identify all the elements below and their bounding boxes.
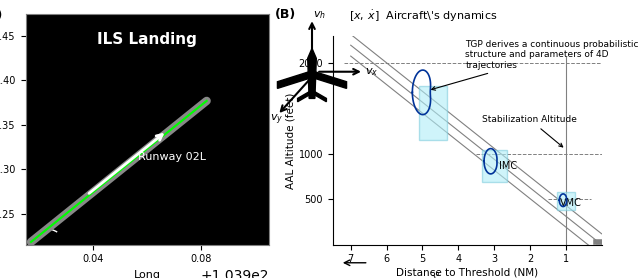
Text: (A): (A)	[0, 9, 3, 22]
Polygon shape	[312, 92, 326, 102]
Polygon shape	[278, 72, 312, 88]
Text: VMC: VMC	[561, 198, 582, 208]
Text: 3°: 3°	[429, 272, 440, 278]
Text: $v_y$: $v_y$	[270, 113, 284, 127]
Text: ILS Landing: ILS Landing	[97, 32, 197, 47]
FancyBboxPatch shape	[481, 150, 507, 182]
X-axis label: Long: Long	[134, 270, 161, 278]
Text: TGP derives a continuous probabilistic
structure and parameters of 4D
trajectori: TGP derives a continuous probabilistic s…	[431, 40, 639, 90]
Polygon shape	[298, 92, 312, 102]
Text: Stabilization Altitude: Stabilization Altitude	[483, 115, 577, 147]
Polygon shape	[312, 72, 347, 88]
Text: IMC: IMC	[499, 161, 518, 171]
Text: $[x,\,\dot{x}]$  Aircraft\'s dynamics: $[x,\,\dot{x}]$ Aircraft\'s dynamics	[349, 8, 497, 24]
X-axis label: Distance to Threshold (NM): Distance to Threshold (NM)	[396, 267, 538, 277]
Text: (B): (B)	[275, 8, 296, 21]
Text: Runway 02L: Runway 02L	[138, 152, 205, 162]
FancyBboxPatch shape	[557, 192, 575, 210]
Polygon shape	[308, 48, 316, 98]
FancyBboxPatch shape	[419, 86, 447, 140]
Y-axis label: AAL Altitude (feet): AAL Altitude (feet)	[285, 92, 296, 188]
Text: $v_x$: $v_x$	[365, 66, 378, 78]
Text: $v_h$: $v_h$	[314, 9, 326, 21]
